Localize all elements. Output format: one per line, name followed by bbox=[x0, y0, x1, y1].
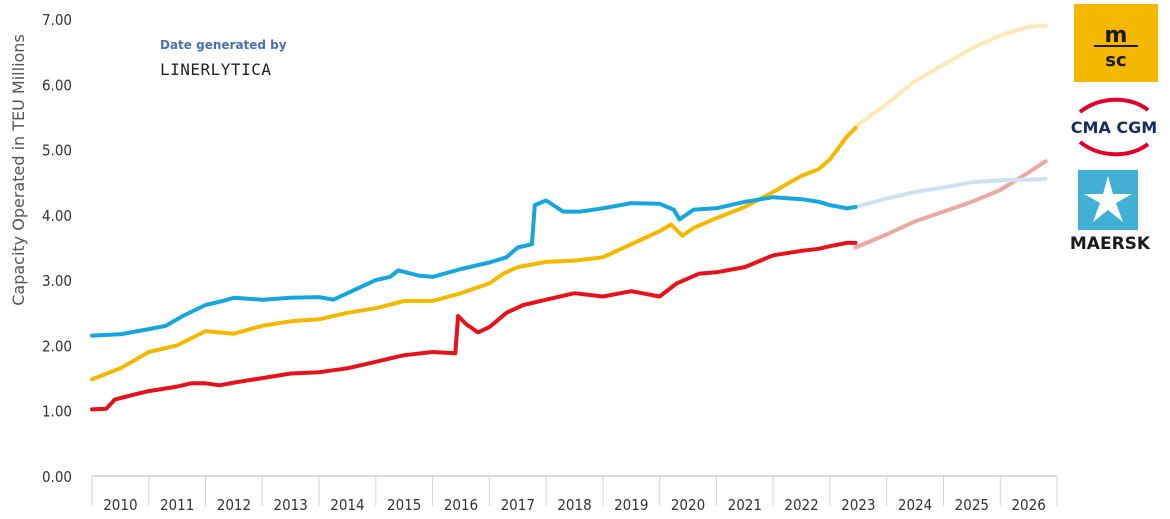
chart-axes: 0.00 1.00 2.00 3.00 4.00 5.00 6.00 7.00 2010 2011… bbox=[42, 11, 1058, 514]
maersk-logo: MAERSK bbox=[1062, 170, 1158, 260]
y-tick-label: 0.00 bbox=[42, 468, 72, 486]
x-tick-label: 2012 bbox=[217, 496, 251, 514]
linerlytica-wordmark: LINERLYTICA bbox=[160, 60, 272, 79]
maersk-wordmark: MAERSK bbox=[1069, 234, 1151, 254]
y-tick-label: 2.00 bbox=[42, 337, 72, 355]
svg-text:sc: sc bbox=[1105, 50, 1126, 71]
chart-series bbox=[90, 23, 1048, 412]
x-tick-label: 2013 bbox=[274, 496, 308, 514]
y-axis-title: Capacity Operated in TEU Millions bbox=[9, 34, 28, 306]
y-tick-label: 1.00 bbox=[42, 403, 72, 421]
x-tick-label: 2022 bbox=[784, 496, 818, 514]
x-tick-label: 2014 bbox=[330, 496, 364, 514]
cma-cgm-logo-mark: CMA CGM bbox=[1071, 97, 1157, 157]
credit-label: Date generated by bbox=[160, 38, 287, 52]
x-tick-label: 2018 bbox=[557, 496, 591, 514]
y-tick-label: 3.00 bbox=[42, 272, 72, 290]
x-tick-label: 2020 bbox=[671, 496, 705, 514]
y-tick-label: 6.00 bbox=[42, 76, 72, 94]
x-tick-label: 2017 bbox=[501, 496, 535, 514]
y-tick-label: 5.00 bbox=[42, 142, 72, 160]
x-tick-label: 2019 bbox=[614, 496, 648, 514]
x-tick-label: 2025 bbox=[955, 496, 989, 514]
x-tick-label: 2021 bbox=[728, 496, 762, 514]
maersk-capacity-line bbox=[90, 195, 858, 338]
x-tick-label: 2010 bbox=[103, 496, 137, 514]
cma-cgm-capacity-line bbox=[90, 240, 858, 412]
msc-capacity-line bbox=[90, 126, 858, 382]
maersk-star-icon bbox=[1078, 170, 1138, 230]
x-tick-label: 2015 bbox=[387, 496, 421, 514]
x-tick-label: 2026 bbox=[1011, 496, 1045, 514]
y-tick-label: 4.00 bbox=[42, 207, 72, 225]
y-tick-label: 7.00 bbox=[42, 11, 72, 29]
svg-text:m: m bbox=[1105, 23, 1128, 48]
msc-logo-mark: m sc bbox=[1094, 23, 1138, 71]
x-tick-label: 2011 bbox=[160, 496, 194, 514]
maersk-projection-line bbox=[853, 176, 1048, 209]
x-tick-label: 2024 bbox=[898, 496, 932, 514]
msc-projection-line bbox=[853, 23, 1048, 129]
x-tick-label: 2023 bbox=[841, 496, 875, 514]
cma-cgm-projection-line bbox=[853, 159, 1048, 250]
msc-logo: m sc bbox=[1074, 4, 1158, 82]
svg-text:CMA CGM: CMA CGM bbox=[1071, 118, 1157, 137]
x-tick-label: 2016 bbox=[444, 496, 478, 514]
cma-cgm-logo: CMA CGM bbox=[1060, 96, 1168, 158]
